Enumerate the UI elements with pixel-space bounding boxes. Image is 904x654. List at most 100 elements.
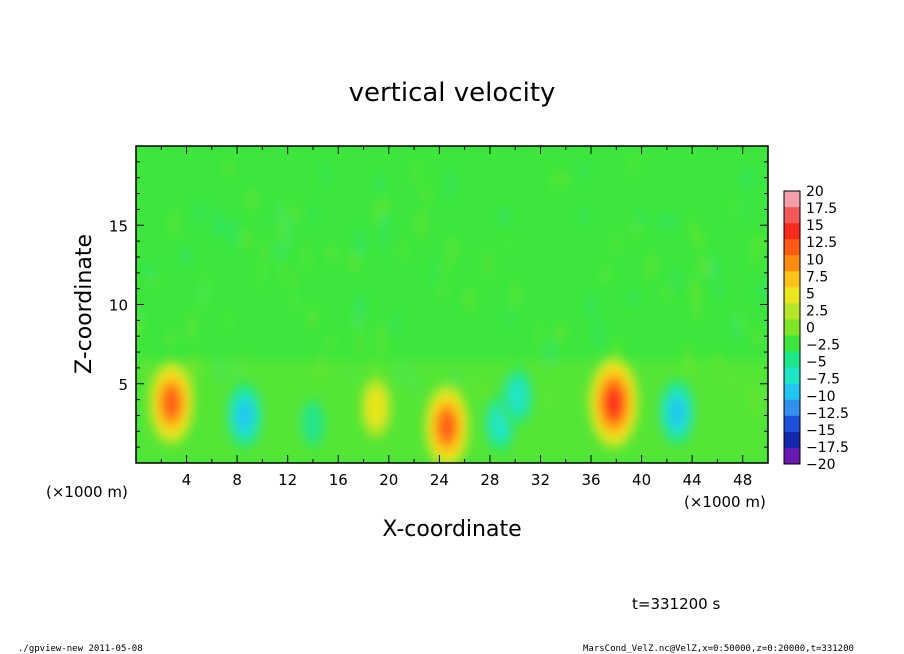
texture-streak: [290, 272, 296, 298]
texture-streak: [284, 213, 291, 243]
texture-streak: [559, 172, 569, 185]
texture-streak: [375, 174, 385, 195]
colorbar-label: −20: [806, 457, 836, 473]
texture-streak: [594, 318, 603, 350]
y-tick-label: 15: [109, 217, 128, 235]
feature-contour: [508, 379, 527, 414]
texture-streak: [327, 243, 336, 263]
texture-streak: [261, 241, 268, 263]
texture-streak: [136, 308, 142, 341]
colorbar-label: 15: [806, 218, 824, 234]
texture-streak: [180, 246, 191, 267]
colorbar-swatch: [784, 287, 800, 304]
texture-streak: [423, 183, 431, 204]
x-tick-label: 20: [379, 471, 398, 489]
colorbar-swatch: [784, 223, 800, 240]
feature-contour: [366, 387, 387, 428]
texture-streak: [150, 275, 158, 288]
texture-streak: [373, 199, 383, 224]
feature-contour: [236, 400, 253, 431]
texture-streak: [751, 236, 758, 268]
texture-streak: [499, 208, 510, 225]
texture-streak: [504, 236, 509, 249]
texture-streak: [440, 283, 448, 298]
colorbar-label: 12.5: [806, 235, 837, 251]
texture-streak: [612, 338, 621, 362]
feature-contour: [606, 389, 621, 416]
x-axis-label: X-coordinate: [382, 517, 521, 542]
colorbar-swatch: [784, 207, 800, 224]
colorbar-label: −10: [806, 389, 836, 405]
texture-streak: [701, 258, 710, 278]
texture-streak: [291, 297, 298, 311]
x-tick-label: 36: [581, 471, 600, 489]
colorbar-swatch: [784, 191, 800, 208]
x-tick-label: 12: [278, 471, 297, 489]
texture-streak: [674, 267, 681, 292]
colorbar-label: 17.5: [806, 201, 837, 217]
texture-streak: [242, 229, 252, 249]
texture-streak: [260, 258, 265, 290]
colorbar-label: −12.5: [806, 406, 849, 422]
texture-streak: [348, 250, 359, 274]
colorbar-label: 0: [806, 321, 815, 337]
feature-contour: [163, 388, 179, 417]
texture-streak: [376, 324, 387, 356]
texture-streak: [758, 280, 766, 302]
colorbar-label: −15: [806, 423, 836, 439]
colorbar-label: −7.5: [806, 372, 840, 388]
texture-streak: [276, 240, 287, 261]
texture-streak: [447, 168, 455, 200]
colorbar-swatch: [784, 255, 800, 272]
feature: [588, 356, 639, 449]
texture-streak: [431, 258, 437, 286]
texture-streak: [144, 264, 154, 280]
texture-streak: [229, 216, 238, 247]
x-tick-label: 40: [632, 471, 651, 489]
texture-streak: [382, 192, 389, 213]
colorbar-label: 2.5: [806, 303, 828, 319]
texture-streak: [443, 255, 449, 277]
footer-right: MarsCond_VelZ.nc@VelZ,x=0:50000,z=0:2000…: [583, 644, 854, 654]
texture-streak: [202, 272, 207, 300]
x-tick-label: 44: [683, 471, 702, 489]
footer-left: ./gpview-new 2011-05-08: [18, 644, 143, 654]
x-tick-label: 4: [182, 471, 192, 489]
texture-streak: [581, 161, 588, 181]
texture-streak: [290, 203, 299, 225]
colorbar-swatch: [784, 367, 800, 385]
texture-streak: [638, 211, 647, 226]
texture-streak: [304, 243, 310, 275]
texture-streak: [484, 250, 491, 280]
y-axis-label: Z-coordinate: [72, 234, 97, 374]
texture-streak: [694, 229, 704, 251]
texture-streak: [212, 204, 218, 218]
colorbar-label: 10: [806, 252, 824, 268]
texture-streak: [223, 161, 233, 176]
texture-streak: [663, 284, 669, 301]
colorbar-frame: [783, 190, 801, 465]
colorbar-label: −2.5: [806, 338, 840, 354]
texture-streak: [195, 200, 202, 229]
texture-streak: [506, 307, 512, 329]
colorbar-swatch: [784, 415, 800, 433]
x-unit-label-left: (×1000 m): [46, 483, 128, 501]
texture-streak: [355, 228, 365, 259]
x-tick-label: 32: [531, 471, 550, 489]
texture-streak: [225, 314, 232, 329]
x-tick-label: 8: [232, 471, 242, 489]
texture-streak: [743, 200, 750, 219]
texture-streak: [356, 295, 366, 312]
texture-streak: [413, 160, 421, 184]
texture-streak: [587, 292, 596, 319]
x-tick-label: 16: [329, 471, 348, 489]
texture-streak: [628, 290, 638, 305]
texture-streak: [630, 153, 638, 175]
texture-streak: [215, 218, 226, 237]
feature: [224, 377, 265, 454]
x-tick-label: 24: [430, 471, 449, 489]
colorbar-label: −17.5: [806, 440, 849, 456]
texture-streak: [757, 235, 767, 251]
